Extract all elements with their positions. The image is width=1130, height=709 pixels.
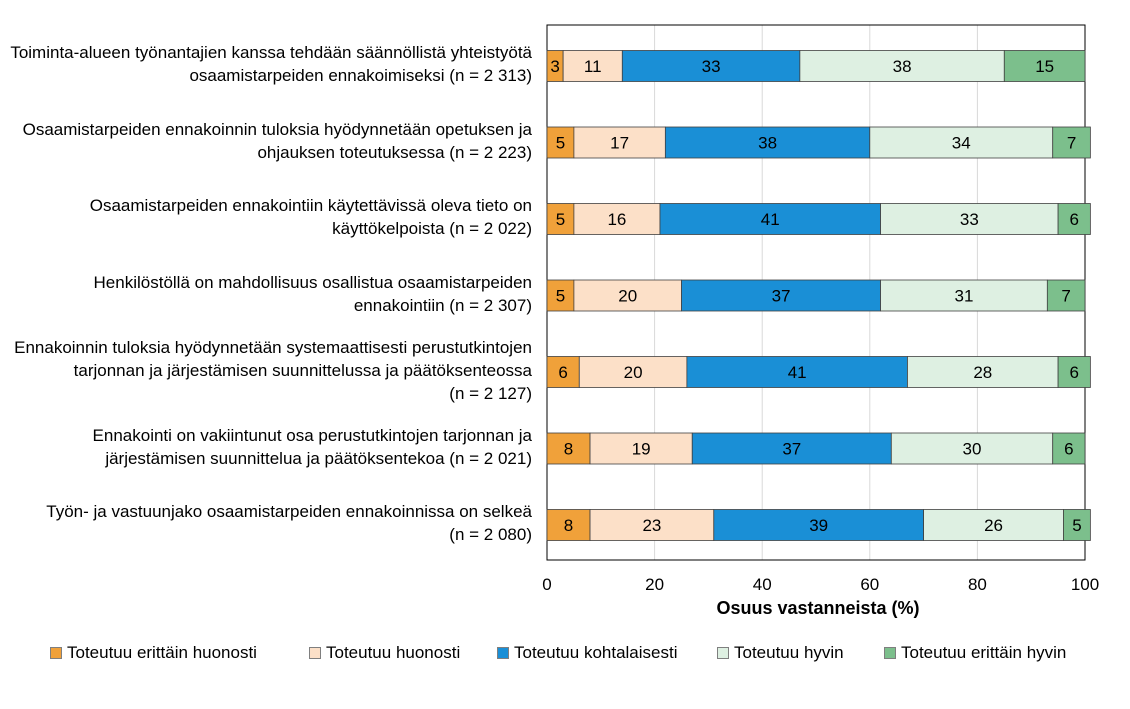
data-label: 38 — [758, 134, 777, 153]
data-label: 39 — [809, 516, 828, 535]
data-label: 6 — [558, 363, 567, 382]
data-label: 30 — [963, 440, 982, 459]
x-tick-label: 20 — [645, 575, 664, 594]
bar-segment — [573, 203, 661, 235]
bar-segment — [589, 432, 693, 465]
bar-segment — [546, 126, 575, 159]
bar-segment — [546, 432, 591, 465]
bar-segment — [1003, 50, 1086, 82]
bar-segment — [546, 279, 575, 312]
data-label: 6 — [1070, 363, 1079, 382]
data-label: 20 — [624, 363, 643, 382]
legend-label: Toteutuu erittäin huonosti — [67, 643, 257, 662]
data-label: 33 — [960, 210, 979, 229]
bar-segment — [659, 203, 881, 235]
data-label: 5 — [1072, 516, 1081, 535]
bar-segment — [546, 356, 580, 388]
data-label: 20 — [618, 287, 637, 306]
data-label: 16 — [607, 210, 626, 229]
legend-label: Toteutuu kohtalaisesti — [514, 643, 678, 662]
data-label: 7 — [1067, 134, 1076, 153]
data-label: 5 — [556, 287, 565, 306]
bar-segment — [681, 279, 881, 312]
legend-label: Toteutuu hyvin — [734, 643, 844, 662]
bar-segment — [546, 509, 591, 541]
data-label: 37 — [782, 440, 801, 459]
data-label: 41 — [761, 210, 780, 229]
bar-segment — [1052, 432, 1086, 465]
data-label: 6 — [1070, 210, 1079, 229]
bar-segment — [573, 279, 682, 312]
legend-item: Toteutuu kohtalaisesti — [497, 643, 678, 663]
category-label: Työn- ja vastuunjako osaamistarpeiden en… — [46, 502, 532, 544]
data-label: 38 — [893, 57, 912, 76]
category-label: Osaamistarpeiden ennakointiin käytettävi… — [89, 196, 532, 238]
bar-segment — [880, 279, 1048, 312]
data-label: 6 — [1064, 440, 1073, 459]
legend-swatch — [497, 647, 509, 659]
legend-item: Toteutuu hyvin — [717, 643, 844, 663]
x-axis-title: Osuus vastanneista (%) — [716, 598, 920, 618]
legend-item: Toteutuu erittäin huonosti — [50, 643, 257, 663]
data-label: 31 — [954, 287, 973, 306]
data-label: 3 — [550, 57, 559, 76]
bar-segment — [1057, 203, 1091, 235]
data-label: 5 — [556, 210, 565, 229]
bar-segment — [1046, 279, 1086, 312]
legend-item: Toteutuu erittäin hyvin — [884, 643, 1066, 663]
data-label: 23 — [642, 516, 661, 535]
data-label: 19 — [632, 440, 651, 459]
data-label: 8 — [564, 440, 573, 459]
category-label: Osaamistarpeiden ennakoinnin tuloksia hy… — [22, 119, 532, 162]
data-label: 17 — [610, 134, 629, 153]
legend: Toteutuu erittäin huonosti Toteutuu huono… — [0, 643, 1130, 667]
legend-swatch — [50, 647, 62, 659]
data-label: 11 — [584, 57, 602, 76]
data-label: 15 — [1035, 57, 1054, 76]
legend-item: Toteutuu huonosti — [309, 643, 460, 663]
data-label: 7 — [1061, 287, 1070, 306]
legend-label: Toteutuu huonosti — [326, 643, 461, 662]
data-label: 28 — [973, 363, 992, 382]
bar-segment — [562, 50, 623, 82]
bar-segment — [589, 509, 715, 541]
x-tick-label: 0 — [542, 575, 551, 594]
bar-segment — [1057, 356, 1091, 388]
bar-segment — [1052, 126, 1091, 159]
bar-segment — [869, 126, 1054, 159]
data-label: 37 — [772, 287, 791, 306]
x-tick-label: 100 — [1071, 575, 1099, 594]
bar-segment — [890, 432, 1054, 465]
data-label: 41 — [788, 363, 807, 382]
data-label: 8 — [564, 516, 573, 535]
category-label: Toiminta-alueen työnantajien kanssa tehd… — [10, 43, 532, 85]
x-tick-label: 60 — [860, 575, 879, 594]
bar-segment — [799, 50, 1005, 82]
data-label: 5 — [556, 134, 565, 153]
bar-segment — [713, 509, 925, 541]
data-label: 33 — [702, 57, 721, 76]
data-label: 34 — [952, 134, 971, 153]
data-label: 26 — [984, 516, 1003, 535]
bar-segment — [907, 356, 1059, 388]
legend-label: Toteutuu erittäin hyvin — [901, 643, 1067, 662]
category-label: Ennakointi on vakiintunut osa perustutki… — [92, 425, 532, 468]
bar-segment — [1063, 509, 1091, 541]
legend-swatch — [309, 647, 321, 659]
category-label: Henkilöstöllä on mahdollisuus osallistua… — [93, 272, 532, 315]
bar-segment — [621, 50, 801, 82]
x-tick-label: 40 — [753, 575, 772, 594]
category-label: Ennakoinnin tuloksia hyödynnetään system… — [14, 337, 532, 403]
bar-segment — [686, 356, 908, 388]
legend-swatch — [884, 647, 896, 659]
x-tick-label: 80 — [968, 575, 987, 594]
legend-swatch — [717, 647, 729, 659]
bar-segment — [691, 432, 892, 465]
